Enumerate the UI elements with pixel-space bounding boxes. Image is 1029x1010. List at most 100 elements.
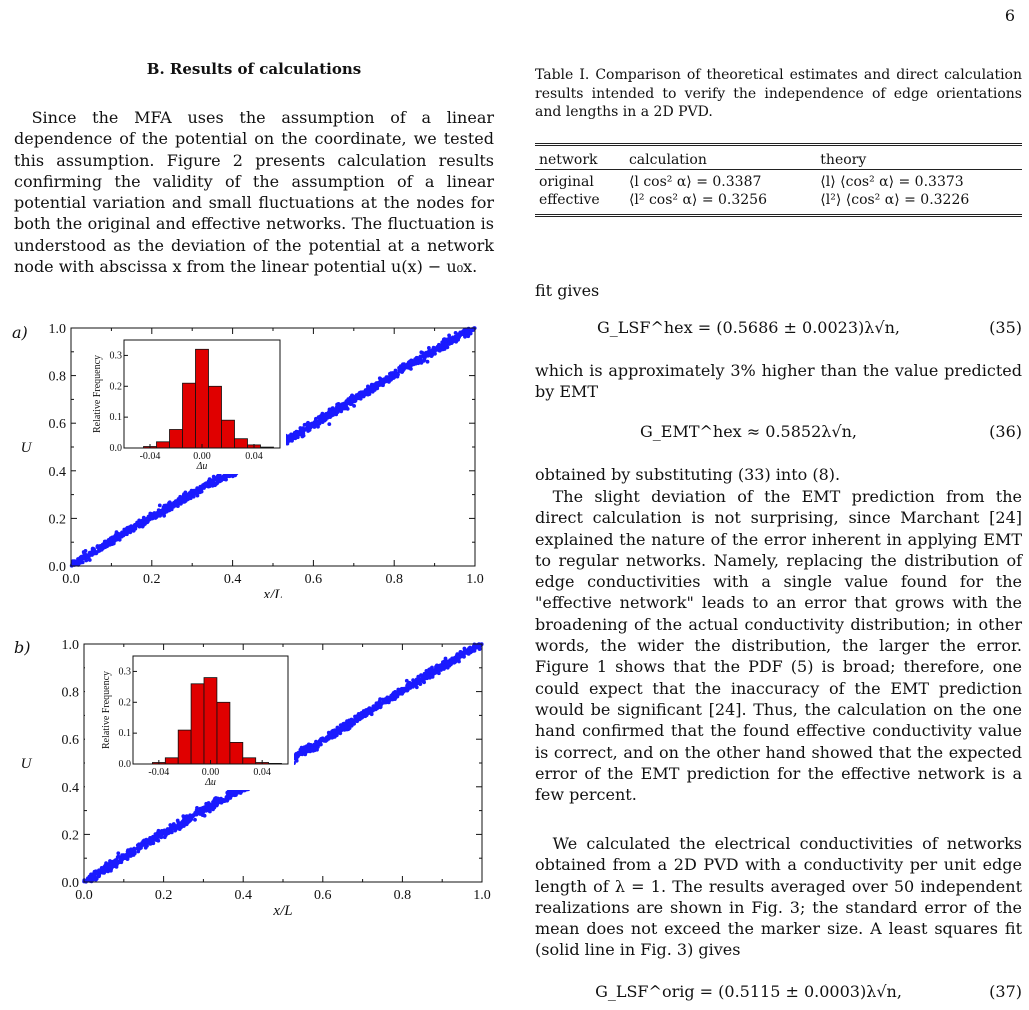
data-point	[355, 396, 359, 401]
data-point	[100, 869, 105, 874]
data-point	[188, 496, 193, 501]
data-point	[109, 868, 113, 873]
data-point	[388, 378, 392, 382]
data-point	[439, 666, 443, 671]
data-point	[105, 543, 110, 547]
histogram-bar	[242, 757, 257, 765]
data-point	[458, 650, 463, 654]
data-point	[463, 334, 467, 339]
x-tick-label: 0.2	[143, 572, 161, 587]
data-point	[466, 652, 471, 656]
histogram-bar	[190, 683, 205, 765]
data-point	[445, 660, 450, 665]
data-point	[96, 545, 100, 550]
paragraph-after-36: obtained by substituting (33) into (8).	[535, 465, 841, 484]
table-cell: ⟨l²⟩ ⟨cos² α⟩ = 0.3226	[820, 192, 970, 208]
histogram-bar	[195, 348, 209, 449]
data-point	[347, 726, 352, 730]
data-point	[301, 431, 305, 436]
data-point	[141, 523, 146, 527]
data-point	[145, 516, 150, 521]
data-point	[158, 509, 163, 514]
equation-number: (37)	[989, 982, 1022, 1001]
inset-x-tick-label: 0.04	[253, 767, 271, 778]
data-point	[125, 849, 130, 854]
table-row: original ⟨l cos² α⟩ = 0.3387 ⟨l⟩ ⟨cos² α…	[535, 169, 1022, 192]
inset-y-tick-label: 0.1	[119, 728, 132, 739]
data-point	[458, 330, 463, 335]
data-point	[222, 798, 227, 803]
data-point	[440, 340, 445, 345]
data-point	[345, 719, 349, 723]
data-point	[412, 680, 417, 685]
data-point	[442, 665, 447, 670]
data-point	[419, 673, 423, 677]
data-point	[348, 395, 353, 400]
y-tick-label: 0.8	[49, 370, 67, 385]
data-point	[92, 869, 97, 874]
x-tick-label: 0.0	[75, 888, 93, 903]
data-point	[195, 806, 199, 810]
data-point	[171, 822, 176, 826]
equation-body: G_LSF^orig = (0.5115 ± 0.0003)λ√n,	[595, 982, 902, 1001]
data-point	[375, 706, 380, 711]
y-tick-label: 0.6	[62, 733, 80, 748]
data-point	[447, 333, 451, 338]
data-point	[335, 730, 339, 735]
data-point	[408, 359, 413, 364]
data-point	[372, 705, 377, 710]
data-point	[117, 537, 122, 542]
data-point	[474, 645, 478, 650]
data-point	[477, 647, 482, 651]
data-point	[421, 352, 426, 357]
y-tick-label: 0.0	[49, 560, 67, 575]
histogram-bar	[203, 677, 218, 765]
data-point	[405, 363, 409, 368]
data-point	[112, 861, 117, 865]
fit-gives-text: fit gives	[535, 281, 600, 300]
histogram-bar	[229, 742, 244, 765]
data-point	[325, 415, 330, 420]
data-point	[421, 358, 426, 363]
data-point	[132, 847, 137, 852]
table-cell: ⟨l² cos² α⟩ = 0.3256	[628, 192, 767, 208]
x-tick-label: 0.0	[62, 572, 80, 587]
inset-x-axis-label: Δu	[204, 777, 216, 788]
table-cell: effective	[539, 192, 600, 208]
inset-y-tick-label: 0.3	[110, 350, 123, 361]
data-point	[102, 539, 107, 544]
data-point	[233, 792, 238, 796]
data-point	[158, 513, 163, 518]
data-point	[466, 334, 471, 339]
data-point	[426, 674, 431, 679]
data-point	[171, 826, 176, 831]
data-point	[356, 392, 361, 397]
data-point	[464, 331, 469, 335]
data-point	[389, 694, 394, 698]
data-point	[449, 662, 453, 667]
data-point	[363, 714, 368, 719]
histogram-bar	[216, 701, 231, 765]
panel-label-b: b)	[14, 638, 31, 657]
figure-panel-b: 0.0 0.2 0.4 0.6 0.8 1.0 0.0 0.2 0.4 0.6 0.8 1.0 x/L U…	[21, 638, 491, 916]
data-point	[333, 407, 337, 412]
data-point	[427, 346, 431, 350]
data-point	[217, 474, 221, 479]
data-point	[377, 699, 382, 704]
data-point	[154, 835, 159, 839]
data-point	[202, 813, 207, 818]
data-point	[149, 514, 154, 519]
data-point	[185, 820, 190, 825]
data-point	[330, 734, 335, 739]
data-point	[310, 746, 315, 750]
data-point	[293, 431, 298, 436]
data-point	[397, 369, 402, 373]
x-tick-label: 1.0	[473, 888, 491, 903]
x-axis-label: x/L	[272, 903, 292, 916]
y-tick-label: 0.0	[62, 876, 80, 891]
x-tick-label: 0.6	[305, 572, 323, 587]
y-tick-label: 0.8	[62, 686, 80, 701]
y-tick-label: 0.6	[49, 417, 67, 432]
data-point	[429, 349, 434, 354]
data-point	[315, 742, 320, 746]
